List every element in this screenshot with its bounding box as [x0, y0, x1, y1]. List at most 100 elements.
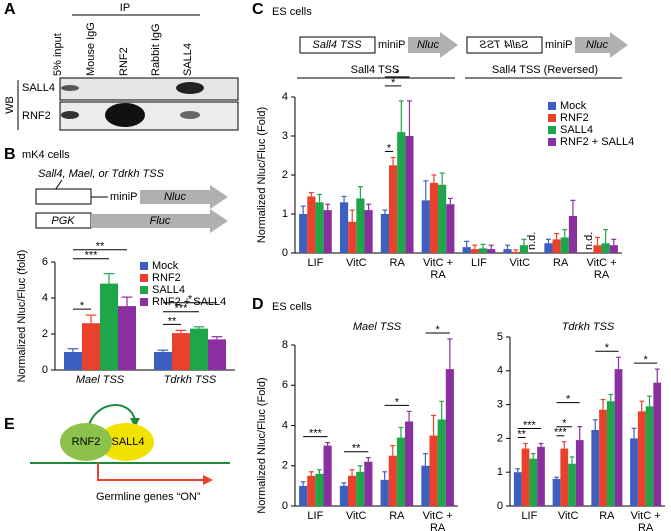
bar	[637, 411, 646, 506]
y-axis-label: Normalized Nluc/Fluc (Fold)	[256, 377, 268, 513]
legend-label: SALL4	[152, 284, 185, 296]
error-bar	[523, 442, 528, 449]
legend-label: RNF2 + SALL4	[152, 296, 226, 308]
bar	[560, 448, 569, 506]
y-tick-label: 6	[42, 256, 48, 268]
control-promoter: PGK	[51, 215, 75, 227]
x-tick-label: LIF	[307, 257, 324, 269]
reporter: Nluc	[417, 39, 440, 51]
legend-swatch	[140, 274, 148, 282]
construct-box: Sall4 TSS	[313, 39, 363, 51]
bar	[356, 471, 365, 506]
significance-label: *	[387, 142, 392, 154]
x-label-box: RA	[553, 257, 569, 269]
bar	[462, 247, 471, 253]
legend-swatch	[548, 102, 556, 110]
y-tick-label: 3	[282, 130, 288, 142]
panel-label: D	[252, 296, 264, 313]
error-bar	[600, 398, 606, 410]
bar	[487, 249, 496, 253]
error-bar	[538, 442, 544, 447]
error-bar	[439, 400, 445, 420]
error-bar	[157, 349, 169, 352]
x-tick-label: Mael TSS	[75, 374, 125, 386]
bar	[82, 323, 100, 370]
target-label: Germline genes “ON”	[96, 491, 201, 503]
bar	[299, 214, 308, 253]
bar	[348, 221, 357, 253]
bar	[599, 409, 607, 506]
band	[180, 111, 200, 119]
bar	[609, 245, 618, 253]
bar	[653, 382, 662, 506]
significance-label: ***	[85, 250, 99, 262]
cells-label: ES cells	[272, 301, 312, 313]
construct-label: Sall4, Mael, or Tdrkh TSS	[38, 168, 165, 180]
bar	[208, 339, 226, 370]
bar	[606, 401, 615, 506]
bar	[190, 328, 208, 370]
x-tick-label: VitC + RA	[586, 257, 617, 281]
x-label-box: VitC + RA	[631, 510, 661, 531]
bar	[446, 204, 455, 253]
lane-label: 5% input	[52, 33, 64, 76]
error-bar	[608, 393, 614, 402]
bar	[445, 369, 454, 506]
bar	[356, 198, 365, 253]
legend-swatch	[548, 114, 556, 122]
wb-label: WB	[4, 96, 16, 114]
y-tick-label: 6	[282, 379, 288, 391]
sall4-oval	[98, 423, 154, 461]
x-tick-label: RA	[553, 257, 569, 269]
error-bar	[513, 249, 519, 252]
rnf2-oval	[60, 423, 112, 461]
x-tick-label: VitC	[345, 510, 367, 522]
blot	[59, 101, 239, 131]
error-bar	[439, 172, 445, 185]
promoter: miniP	[110, 191, 138, 203]
error-bar	[308, 471, 314, 476]
x-tick-label: VitC	[346, 257, 367, 269]
x-tick-label: VitC	[557, 510, 579, 522]
error-bar	[341, 482, 347, 486]
x-label-box: RA	[599, 510, 615, 522]
legend-swatch	[140, 262, 148, 270]
control-reporter: Fluc	[150, 215, 171, 227]
pointer	[54, 179, 63, 191]
error-bar	[357, 186, 363, 199]
group-label: Sall4 TSS (Reversed)	[492, 64, 598, 76]
band	[105, 103, 145, 127]
error-bar	[554, 232, 560, 240]
x-tick-label: RA	[599, 510, 615, 522]
bar	[347, 475, 357, 506]
bar	[364, 210, 373, 253]
significance-label: *	[643, 354, 648, 366]
bar	[568, 215, 578, 253]
error-bar	[175, 329, 187, 334]
error-bar	[317, 193, 322, 203]
error-bar	[472, 244, 478, 250]
error-bar	[569, 456, 575, 464]
error-bar	[398, 426, 404, 438]
lane-label: Rabbit IgG	[150, 23, 162, 76]
error-bar	[554, 476, 559, 479]
band	[61, 111, 79, 119]
x-label-box: VitC	[345, 510, 367, 522]
bar	[405, 421, 414, 506]
significance-label: *	[395, 68, 400, 80]
error-bar	[67, 348, 79, 352]
significance-label: ***	[523, 419, 537, 431]
x-tick-label: RA	[389, 510, 405, 522]
bar	[154, 352, 172, 370]
error-bar	[103, 273, 115, 284]
protein: RNF2	[72, 436, 101, 448]
error-bar	[300, 205, 306, 214]
error-bar	[300, 481, 306, 486]
error-bar	[631, 427, 637, 439]
error-bar	[447, 338, 453, 370]
bar	[315, 473, 324, 506]
bar	[560, 237, 569, 253]
bar	[552, 478, 561, 506]
arrow	[91, 209, 228, 233]
error-bar	[592, 419, 598, 430]
